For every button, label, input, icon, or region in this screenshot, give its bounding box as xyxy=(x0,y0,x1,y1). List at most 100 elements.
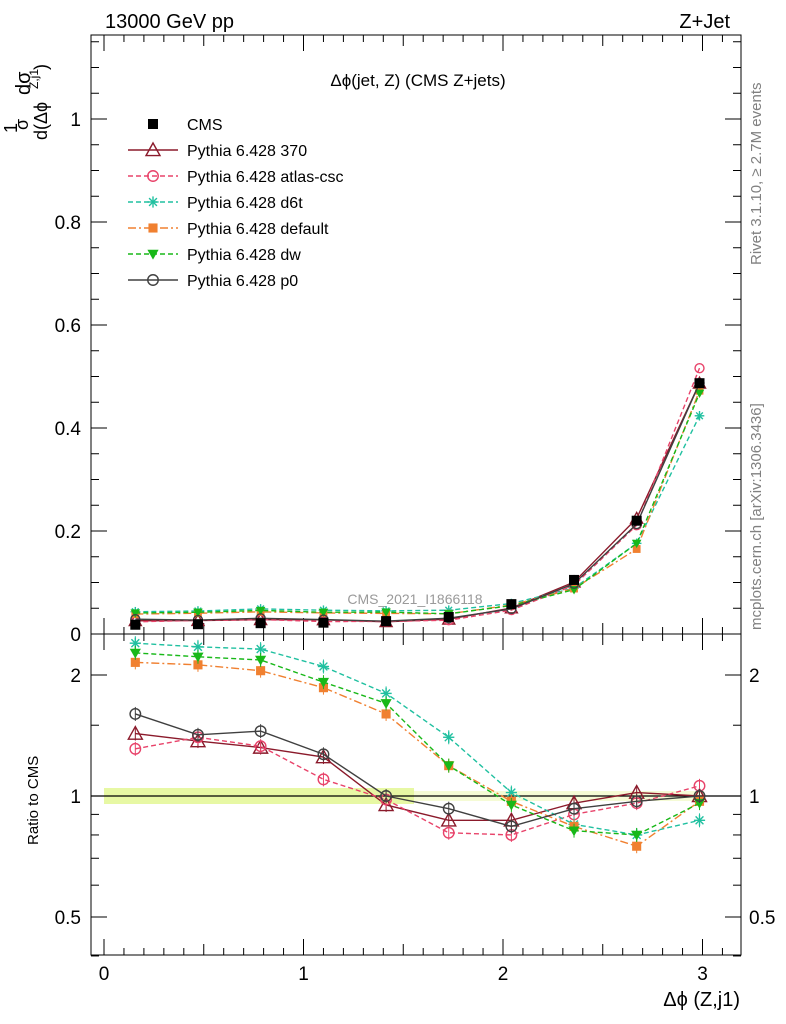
legend-marker xyxy=(147,170,159,182)
svg-text:Z,j1: Z,j1 xyxy=(27,69,41,89)
data-point xyxy=(318,617,329,628)
series-point-ratio xyxy=(256,666,266,676)
series-point-main xyxy=(694,410,705,421)
ratio-panel-frame xyxy=(90,633,742,956)
svg-text:dσ: dσ xyxy=(13,71,35,95)
series-point-main xyxy=(694,389,705,399)
ratio-tick-label-right: 2 xyxy=(749,666,760,687)
data-point xyxy=(381,616,392,627)
series-point-main xyxy=(694,362,705,374)
series-point-ratio xyxy=(505,800,517,811)
rivet-version-text: Rivet 3.1.10, ≥ 2.7M events xyxy=(748,83,765,266)
series-point-ratio xyxy=(317,677,330,688)
series-point-main xyxy=(632,545,641,553)
series-line-main xyxy=(135,415,701,613)
series-line-main xyxy=(135,392,701,615)
series-line-ratio xyxy=(135,713,700,828)
legend-label: Pythia 6.428 dw xyxy=(187,247,301,264)
x-tick-label: 1 xyxy=(298,964,309,985)
chart-title: Δϕ(jet, Z) (CMS Z+jets) xyxy=(330,71,505,90)
legend-marker xyxy=(147,274,159,286)
series-line-main xyxy=(135,382,701,623)
legend-marker xyxy=(147,196,159,208)
legend: CMS Pythia 6.428 370 Pythia 6.428 atlas-cs… xyxy=(128,117,344,290)
ratio-y-label: Ratio to CMS xyxy=(25,756,42,845)
series-line-ratio xyxy=(135,642,700,836)
data-point xyxy=(694,378,705,389)
legend-label: Pythia 6.428 default xyxy=(187,221,329,238)
series-line-main xyxy=(135,367,701,623)
series-point-ratio xyxy=(192,728,204,741)
series-point-ratio xyxy=(505,820,518,833)
series-point-ratio xyxy=(255,655,267,666)
series-point-ratio xyxy=(632,841,642,851)
y-tick-label: 0.4 xyxy=(55,419,82,440)
x-tick-label: 0 xyxy=(99,964,110,985)
series-point-ratio xyxy=(693,814,706,826)
series-point-ratio xyxy=(693,790,706,802)
x-tick-label: 3 xyxy=(697,964,708,985)
data-point xyxy=(255,618,266,629)
legend-label: Pythia 6.428 d6t xyxy=(187,195,303,212)
header-right: Z+Jet xyxy=(679,11,730,33)
ratio-series-group xyxy=(91,636,741,854)
series-point-ratio xyxy=(129,637,141,649)
series-line-ratio xyxy=(135,736,700,836)
ratio-tick-label: 1 xyxy=(70,787,81,808)
ratio-tick-label: 2 xyxy=(70,666,81,687)
series-point-main xyxy=(255,606,266,616)
series-point-ratio xyxy=(380,790,393,802)
legend-marker-cms xyxy=(148,119,158,129)
y-tick-label: 0 xyxy=(70,625,81,646)
data-point xyxy=(130,619,141,630)
x-tick-label: 2 xyxy=(498,964,509,985)
legend-marker xyxy=(144,141,162,157)
series-point-ratio xyxy=(192,652,204,663)
data-point xyxy=(192,619,203,630)
series-point-ratio xyxy=(254,740,267,753)
svg-text:1: 1 xyxy=(1,123,21,133)
series-point-ratio xyxy=(129,648,141,659)
y-tick-label: 1 xyxy=(70,110,81,131)
series-point-ratio xyxy=(442,826,455,839)
series-line-ratio xyxy=(135,661,700,847)
series-point-ratio xyxy=(631,830,643,841)
series-point-main xyxy=(318,608,329,618)
series-point-ratio xyxy=(130,657,140,667)
series-line-ratio xyxy=(135,732,700,822)
series-point-ratio xyxy=(317,748,330,761)
series-point-main xyxy=(193,608,203,618)
header-left: 13000 GeV pp xyxy=(105,11,234,33)
series-point-ratio xyxy=(380,699,392,709)
series-point-main xyxy=(130,609,141,618)
main-series-group xyxy=(128,362,707,630)
series-point-ratio xyxy=(193,660,203,670)
legend-label: Pythia 6.428 atlas-csc xyxy=(187,169,344,186)
series-point-ratio xyxy=(630,795,643,808)
y-axis-label: σ 1 dσ d(Δϕ Z,j1 ) xyxy=(1,64,51,140)
series-point-ratio xyxy=(255,643,267,655)
series-point-ratio xyxy=(442,802,455,815)
ratio-tick-label-right: 1 xyxy=(749,787,760,808)
ratio-tick-label: 0.5 xyxy=(55,908,81,929)
series-point-ratio xyxy=(568,802,580,815)
series-point-ratio xyxy=(693,798,706,809)
legend-label-cms: CMS xyxy=(187,117,223,134)
data-point xyxy=(631,515,642,526)
series-point-ratio xyxy=(129,742,142,755)
legend-label: Pythia 6.428 370 xyxy=(187,143,307,160)
series-point-ratio xyxy=(254,725,267,738)
series-point-main xyxy=(381,608,391,617)
series-point-ratio xyxy=(381,709,391,719)
series-point-ratio xyxy=(443,761,455,772)
ratio-tick-label-right: 0.5 xyxy=(749,908,775,929)
y-tick-label: 0.2 xyxy=(55,522,81,543)
svg-text:σ: σ xyxy=(12,119,32,130)
legend-marker xyxy=(148,223,158,233)
data-point xyxy=(443,612,454,623)
series-line-main xyxy=(135,390,701,615)
series-point-ratio xyxy=(129,708,142,720)
data-point xyxy=(506,599,517,610)
series-point-ratio xyxy=(443,731,455,743)
